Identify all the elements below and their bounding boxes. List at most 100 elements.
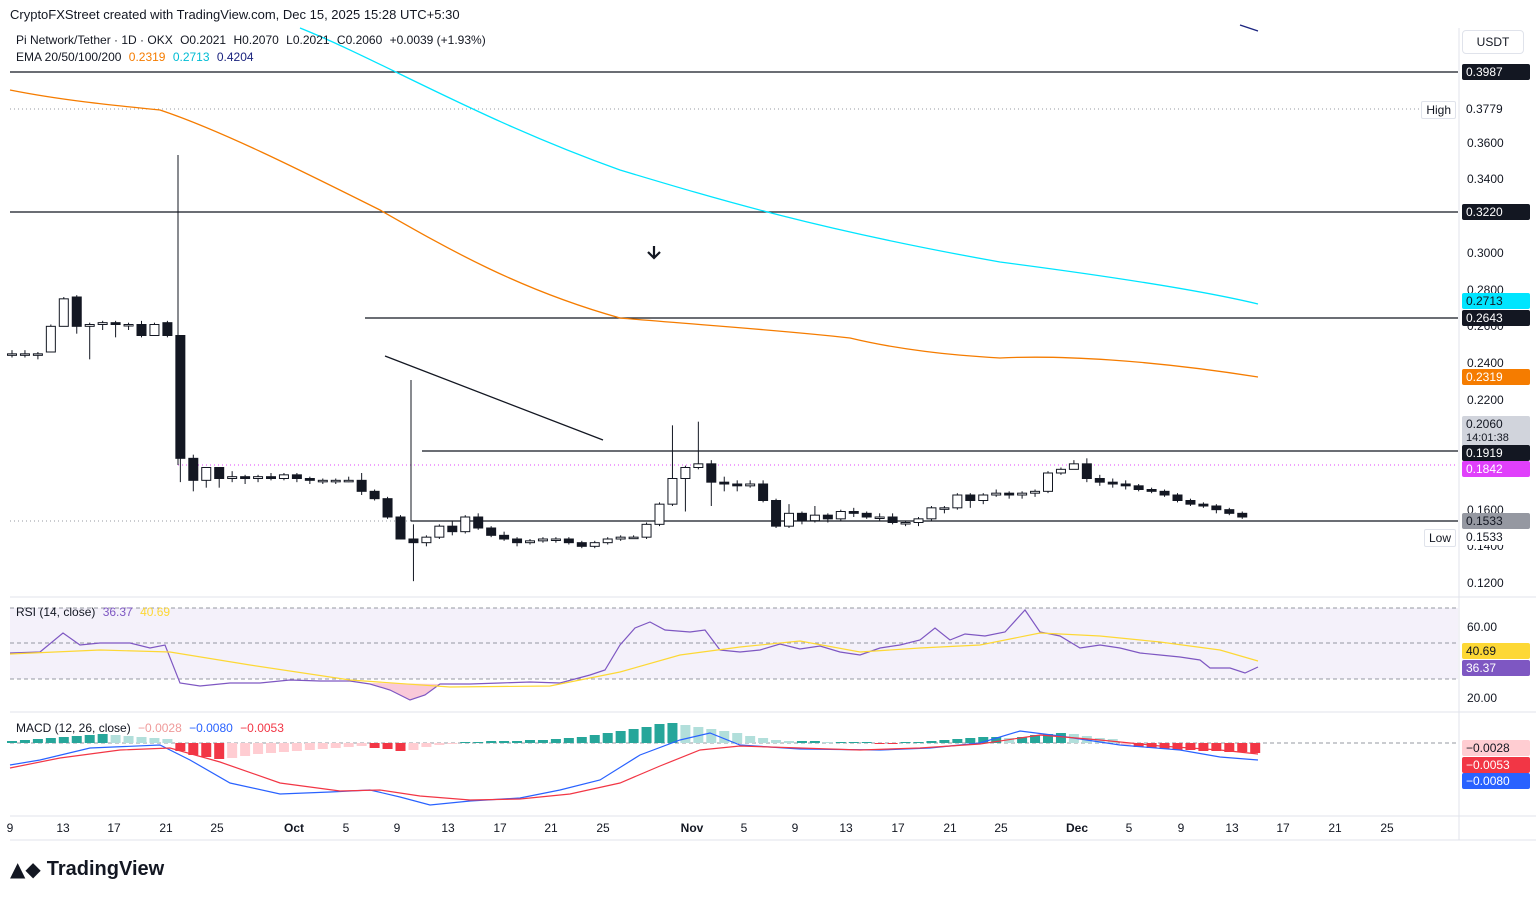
macd-histogram-bar xyxy=(1120,743,1131,745)
candle-down xyxy=(1237,512,1248,518)
candle-down xyxy=(887,516,898,523)
candle-down xyxy=(1133,485,1144,491)
macd-histogram-bar xyxy=(822,742,833,743)
time-tick-label: 9 xyxy=(394,821,401,835)
candle-up xyxy=(201,467,212,481)
candle-up xyxy=(952,494,963,509)
macd-histogram-bar xyxy=(1133,743,1144,747)
candle-down xyxy=(447,525,458,533)
price-tag: 0.3220 xyxy=(1462,204,1530,220)
macd-histogram-bar xyxy=(369,743,380,748)
ohlc-change: +0.0039 (+1.93%) xyxy=(389,33,486,47)
tradingview-logo[interactable]: ▲◆ TradingView xyxy=(10,856,164,882)
candle-up xyxy=(926,507,937,520)
macd-histogram-bar xyxy=(291,743,302,751)
down-arrow-annotation xyxy=(647,246,661,260)
time-tick-label: 17 xyxy=(107,821,121,835)
candle-down xyxy=(486,527,497,536)
candle-down xyxy=(110,322,121,325)
rsi-ma-value: 40.69 xyxy=(140,605,171,619)
macd-histogram-bar xyxy=(576,737,587,743)
macd-histogram-bar xyxy=(939,740,950,743)
candle-up xyxy=(602,538,613,544)
macd-signal-value: −0.0053 xyxy=(240,721,284,735)
price-tag: 0.2060 14:01:38 xyxy=(1462,416,1530,446)
price-tag-prefix: Low xyxy=(1423,529,1456,547)
macd-histogram-bar xyxy=(991,737,1002,743)
macd-histogram-bar xyxy=(887,743,898,744)
time-tick-label: 25 xyxy=(596,821,610,835)
macd-histogram-bar xyxy=(473,742,484,743)
candle-up xyxy=(7,353,17,356)
macd-histogram-bar xyxy=(978,737,989,743)
price-tag: 0.1533 xyxy=(1462,513,1530,529)
candle-up xyxy=(525,540,535,544)
macd-histogram-bar xyxy=(1224,743,1235,752)
candle-down xyxy=(1094,478,1105,483)
candle-up xyxy=(97,322,108,325)
candle-down xyxy=(1004,492,1015,496)
candle-down xyxy=(512,538,523,544)
macd-tag: −0.0028 xyxy=(1462,740,1530,756)
candle-up xyxy=(317,479,328,483)
rsi-tag: 36.37 xyxy=(1462,660,1530,676)
candle-down xyxy=(1224,509,1235,514)
macd-histogram-bar xyxy=(1017,737,1028,743)
macd-histogram-bar xyxy=(58,737,69,743)
price-tag: 0.1533 xyxy=(1462,529,1530,545)
macd-histogram-bar xyxy=(1055,733,1066,743)
candle-up xyxy=(680,467,691,479)
macd-histogram-bar xyxy=(266,743,276,753)
macd-histogram-bar xyxy=(719,731,730,743)
price-tick-label: 0.3600 xyxy=(1467,136,1504,150)
currency-selector[interactable]: USDT xyxy=(1462,30,1524,54)
macd-histogram-bar xyxy=(356,743,367,746)
macd-histogram-bar xyxy=(525,740,535,743)
candle-up xyxy=(278,474,289,480)
rsi-label: RSI (14, close) xyxy=(16,605,96,619)
macd-line xyxy=(9,730,1259,806)
candle-down xyxy=(136,324,147,336)
ema-100-value: 0.4204 xyxy=(216,50,254,64)
candle-down xyxy=(473,516,484,529)
macd-histogram-bar xyxy=(589,735,600,743)
macd-histogram-bar xyxy=(926,741,937,743)
candle-down xyxy=(382,498,393,518)
macd-histogram-bar xyxy=(1185,743,1196,750)
ema-legend: EMA 20/50/100/200 0.2319 0.2713 0.4204 xyxy=(16,50,258,64)
countdown-timer: 14:01:38 xyxy=(1466,432,1509,444)
candle-down xyxy=(965,494,976,501)
macd-histogram-bar xyxy=(745,736,756,743)
macd-histogram-bar xyxy=(214,743,225,759)
macd-histogram-bar xyxy=(693,727,704,743)
ohlc-low: L0.2021 xyxy=(286,33,330,47)
time-tick-label: 25 xyxy=(994,821,1008,835)
macd-histogram-bar xyxy=(19,740,30,743)
macd-histogram-bar xyxy=(667,723,678,743)
candle-up xyxy=(615,536,626,540)
rsi-tick-label: 60.00 xyxy=(1467,620,1497,634)
time-tick-label: 17 xyxy=(1276,821,1290,835)
candle-down xyxy=(369,490,380,500)
macd-histogram-bar xyxy=(149,738,160,743)
candle-down xyxy=(162,322,173,336)
candle-down xyxy=(499,534,510,540)
candle-down xyxy=(71,296,82,327)
macd-histogram-bar xyxy=(123,736,134,743)
ema-50-value: 0.2713 xyxy=(172,50,210,64)
rsi-legend: RSI (14, close) 36.37 40.69 xyxy=(16,605,174,619)
candle-down xyxy=(1185,500,1196,505)
time-tick-label: 21 xyxy=(1328,821,1342,835)
macd-histogram-bar xyxy=(602,733,613,743)
price-tag: 0.3779 xyxy=(1462,101,1530,117)
macd-histogram-bar xyxy=(97,734,108,743)
time-tick-label: Nov xyxy=(681,821,704,835)
macd-histogram-bar xyxy=(304,743,315,750)
candle-up xyxy=(654,503,665,525)
ohlc-close: C0.2060 xyxy=(336,33,383,47)
macd-histogram-bar xyxy=(7,741,17,743)
time-tick-label: 9 xyxy=(7,821,14,835)
macd-histogram-bar xyxy=(175,743,186,751)
macd-histogram-bar xyxy=(84,735,95,743)
